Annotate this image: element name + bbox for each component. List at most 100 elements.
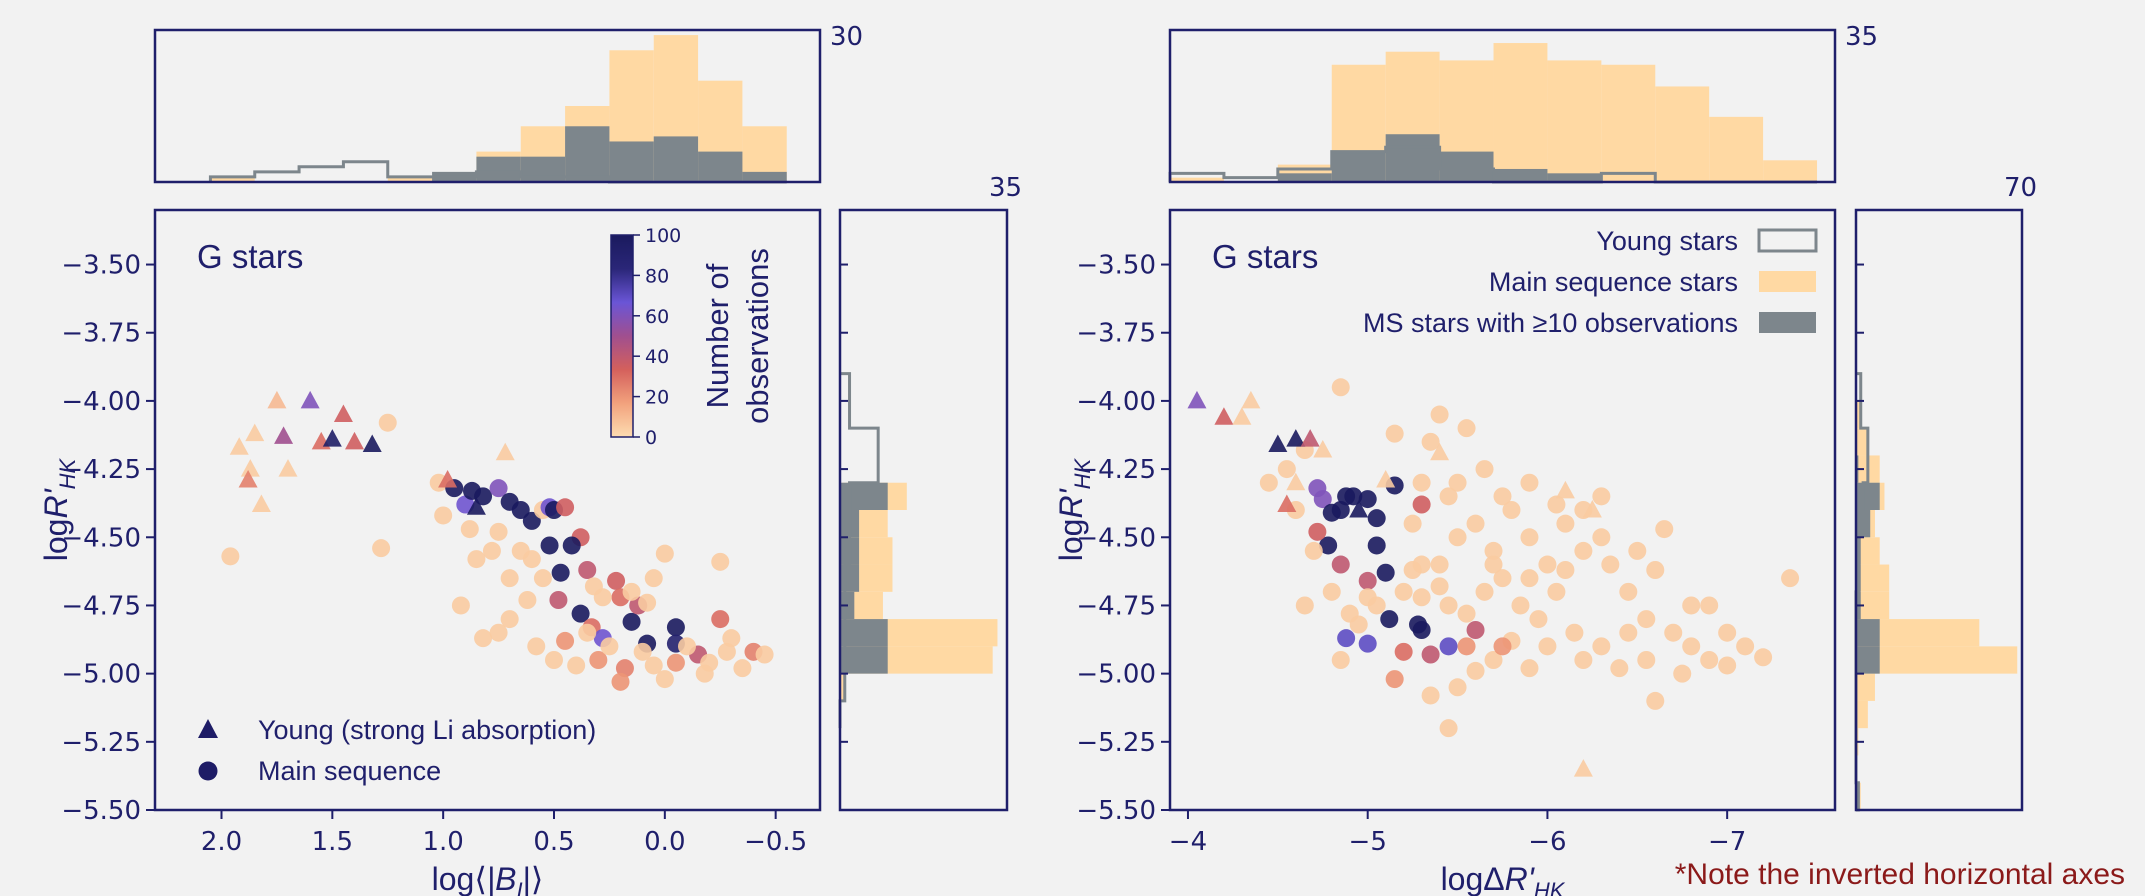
main-sequence-marker: [622, 582, 641, 601]
main-sequence-marker: [578, 623, 597, 642]
young-star-marker: [1300, 429, 1320, 447]
right-xlabel-prefix: logΔ: [1441, 861, 1505, 896]
histogram-bar: [1709, 116, 1764, 182]
main-sequence-marker: [1448, 528, 1467, 547]
left-plot-frame: [153, 208, 822, 812]
young-star-marker: [322, 429, 342, 447]
histogram-bar: [1493, 168, 1548, 182]
histogram-bar: [840, 673, 845, 701]
main-sequence-marker: [1502, 501, 1521, 519]
right-side-max-label: 70: [2004, 173, 2037, 203]
right-xtick-label: −7: [1708, 827, 1746, 857]
main-sequence-marker: [1448, 678, 1467, 697]
young-star-marker: [1232, 407, 1252, 425]
histogram-bar: [1856, 673, 1875, 701]
main-sequence-marker: [482, 541, 501, 560]
main-sequence-marker: [1493, 637, 1512, 656]
main-sequence-marker: [1385, 670, 1404, 689]
main-sequence-marker: [1574, 651, 1593, 669]
left-ylabel-symbol: R': [38, 487, 74, 518]
left-ytick-label: −5.25: [61, 728, 141, 758]
main-sequence-marker: [1412, 473, 1431, 492]
histogram-bar: [1601, 64, 1656, 182]
main-sequence-marker: [1781, 569, 1800, 588]
main-sequence-marker: [571, 604, 590, 623]
main-sequence-marker: [1430, 555, 1449, 574]
main-sequence-marker: [434, 506, 453, 525]
main-sequence-marker: [1646, 691, 1665, 710]
colorbar-tick-label: 40: [645, 346, 669, 368]
right-ytick-label: −4.25: [1076, 455, 1156, 485]
left-xlabel-symbol: |B: [487, 861, 517, 896]
legend-label: Main sequence: [258, 756, 441, 786]
left-ytick-label: −4.75: [61, 591, 141, 621]
young-star-marker: [278, 459, 298, 477]
histogram-bar: [1439, 151, 1494, 182]
main-sequence-marker: [638, 593, 657, 612]
main-sequence-marker: [1556, 514, 1575, 533]
histogram-bar: [476, 156, 521, 182]
main-sequence-marker: [622, 612, 641, 631]
right-scatter-panel: −3.50 −3.75 −4.00 −4.25 −4.50 −4.75 −5.00 −5.25…: [1076, 208, 1837, 857]
histogram-bar: [1856, 564, 1890, 592]
main-sequence-marker: [1439, 596, 1458, 615]
main-sequence-marker: [655, 544, 674, 563]
left-ytick-label: −5.00: [61, 660, 141, 690]
main-sequence-marker: [1718, 623, 1737, 642]
main-sequence-marker: [1520, 659, 1539, 678]
histogram-bar: [1385, 134, 1440, 182]
right-xlabel-symbol: R': [1505, 861, 1536, 896]
main-sequence-marker: [1421, 645, 1440, 664]
main-sequence-marker: [1457, 637, 1476, 656]
legend-circle-marker: [198, 761, 218, 781]
left-side-histogram: 35: [838, 173, 1022, 812]
histogram-bar: [1547, 60, 1602, 182]
right-title: G stars: [1212, 238, 1318, 275]
main-sequence-marker: [615, 659, 634, 678]
histogram-bar: [1856, 646, 1880, 674]
main-sequence-marker: [467, 550, 486, 569]
main-sequence-marker: [666, 618, 685, 637]
right-ytick-label: −5.00: [1076, 660, 1156, 690]
young-star-marker: [1286, 472, 1306, 491]
young-star-marker: [1573, 759, 1593, 777]
left-xtick-label: 0.0: [644, 827, 685, 857]
main-sequence-marker: [545, 651, 563, 669]
main-sequence-marker: [1421, 432, 1440, 451]
main-sequence-marker: [1592, 528, 1611, 547]
main-sequence-marker: [527, 637, 546, 656]
main-sequence-marker: [1358, 490, 1377, 509]
main-sequence-marker: [1628, 541, 1647, 560]
young-star-marker: [1555, 480, 1575, 499]
left-ytick-label: −4.50: [61, 523, 141, 553]
main-sequence-marker: [567, 656, 586, 675]
right-side-frame: [1854, 208, 2024, 812]
histogram-bar: [1856, 482, 1880, 510]
young-star-marker: [1277, 494, 1297, 513]
main-sequence-marker: [1439, 637, 1458, 656]
colorbar-label: observations: [740, 248, 775, 424]
histogram-bar: [1277, 173, 1332, 182]
left-top-max-label: 30: [830, 22, 863, 52]
main-sequence-marker: [711, 552, 730, 571]
main-sequence-marker: [1529, 610, 1548, 629]
legend-label: Main sequence stars: [1489, 267, 1738, 297]
histogram-bar: [1856, 400, 1861, 429]
young-star-marker: [300, 390, 320, 409]
main-sequence-marker: [500, 610, 519, 629]
main-sequence-marker: [607, 571, 626, 590]
main-sequence-marker: [1448, 473, 1467, 492]
main-sequence-marker: [1484, 555, 1503, 574]
young-star-marker: [267, 390, 287, 409]
main-sequence-marker: [644, 656, 663, 675]
main-sequence-marker: [1538, 637, 1557, 656]
colorbar-scale: [610, 234, 634, 438]
young-star-marker: [240, 459, 260, 477]
right-legend: Young stars Main sequence stars MS stars w…: [1363, 226, 1818, 338]
left-xtick-label: −0.5: [744, 827, 807, 857]
main-sequence-marker: [1565, 623, 1584, 642]
histogram-bar: [210, 176, 255, 182]
main-sequence-marker: [1439, 719, 1458, 738]
colorbar-tick-label: 100: [645, 225, 681, 247]
left-ylabel-prefix: log: [38, 519, 74, 562]
